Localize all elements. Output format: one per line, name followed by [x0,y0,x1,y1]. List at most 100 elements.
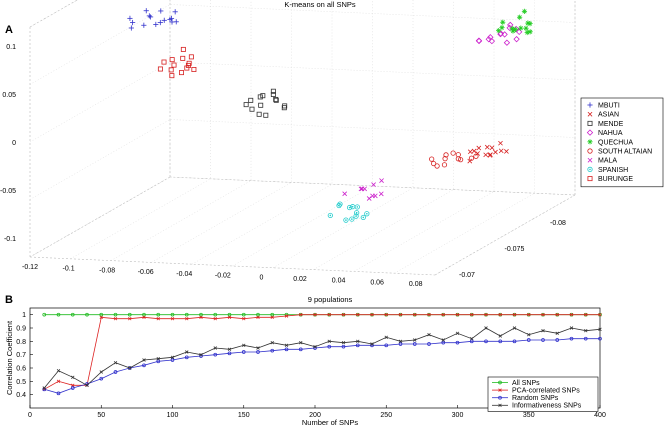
panel-a-legend-label: MALA [598,158,617,165]
panel-b-point [341,344,346,349]
panel-a-label: A [5,24,13,36]
panel-b-point [384,335,388,340]
panel-a-point [147,14,154,20]
panel-a-legend-marker [586,129,594,136]
panel-b-point [42,386,46,390]
panel-a-point [484,144,490,150]
panel-a-point [521,8,528,14]
panel-a-series-mala [342,178,384,201]
panel-b-point [70,386,75,390]
panel-a-x-tick: -0.06 [138,269,154,276]
panel-a-series-asian [467,140,509,164]
panel-b-point [199,312,203,317]
panel-a-point [354,210,360,216]
panel-b-point [398,339,403,344]
panel-b-y-tick: 0.9 [16,326,26,333]
panel-b-series-line [43,327,601,389]
panel-b-point [99,370,103,374]
panel-b-series-line [44,314,600,390]
panel-a-point [527,29,533,35]
panel-a-point [475,151,480,156]
panel-a-ticks: -0.12 -0.1 -0.08 -0.06 -0.04 -0.02 0 0.02 0.04 0.… [0,44,566,288]
panel-a-point [346,204,353,211]
panel-a-x-tick: 0.02 [293,276,307,283]
panel-b-point [541,338,545,342]
panel-a-box-edge [29,256,436,276]
panel-b-point [42,312,47,317]
panel-a-point [378,191,384,197]
panel-b-point [498,334,502,338]
panel-b-legend-marker [498,395,502,400]
panel-b-point [299,340,303,345]
panel-b-point [555,312,559,317]
panel-a-point [258,102,264,108]
panel-b-legend-label: PCA-correlated SNPs [512,387,580,394]
panel-a-point [349,216,355,222]
panel-b-point [441,312,445,317]
panel-a-point [171,62,177,68]
panel-a-point [497,30,504,38]
panel-b-point [370,312,374,317]
panel-a-series-spanish [327,201,370,223]
panel-b-point [527,332,531,337]
panel-b-point [327,312,331,317]
panel-b-x-tick: 0 [28,412,32,419]
panel-a-point [488,152,493,157]
panel-b-point [413,312,417,317]
panel-b-point [256,315,260,320]
panel-a-point [471,148,477,154]
panel-b-point [569,326,574,330]
panel-b-point [242,316,246,321]
panel-b-point [256,346,260,350]
panel-b-point [213,316,217,321]
panel-b-x-tick: 250 [380,412,392,419]
panel-a-point [498,140,503,146]
panel-b-point [512,312,517,317]
panel-a-point [496,28,502,34]
panel-b-point [512,339,517,344]
panel-a-point [157,66,163,72]
panel-b-point [356,312,360,317]
panel-b-point [484,312,488,317]
panel-b-point [227,351,232,356]
panel-b-point [555,338,560,342]
panel-a-point [517,14,523,20]
panel-a-gridline [29,0,171,258]
panel-a-point [506,24,513,32]
panel-a-legend-label: SOUTH ALTAIAN [598,149,652,156]
panel-a-z-tick: 0.05 [2,92,16,99]
panel-a-point [354,204,360,210]
panel-b-point [498,339,503,344]
panel-a-point [442,156,448,162]
panel-b-point [526,338,531,342]
panel-a-point [498,148,504,154]
panel-b-point [128,316,132,321]
panel-a-gridline [434,0,576,276]
panel-b-point [113,316,118,321]
panel-a-point [169,73,175,79]
panel-b-point [113,370,118,374]
panel-a-series-burunge [157,46,197,79]
panel-a-point [475,37,483,44]
panel-b-point [170,316,175,321]
panel-a-gridline [29,4,576,85]
panel-a-legend-marker [587,102,593,108]
panel-b-point [70,312,75,317]
panel-b-point [583,336,588,341]
panel-b-point [184,312,189,317]
panel-b-point [71,383,75,388]
panel-a-gridline [353,0,495,272]
panel-a-point [364,211,370,217]
panel-b-point [527,312,531,317]
panel-b-legend-label: Random SNPs [512,395,559,402]
panel-a-point [158,8,164,14]
panel-a-point [243,102,249,108]
panel-b-point [256,350,260,354]
panel-b-point [227,347,232,352]
panel-b-point [384,343,389,348]
panel-b-point [156,316,160,321]
panel-b-point [313,312,317,317]
panel-a-x-tick: 0.08 [409,281,423,288]
panel-a-point [504,149,509,154]
